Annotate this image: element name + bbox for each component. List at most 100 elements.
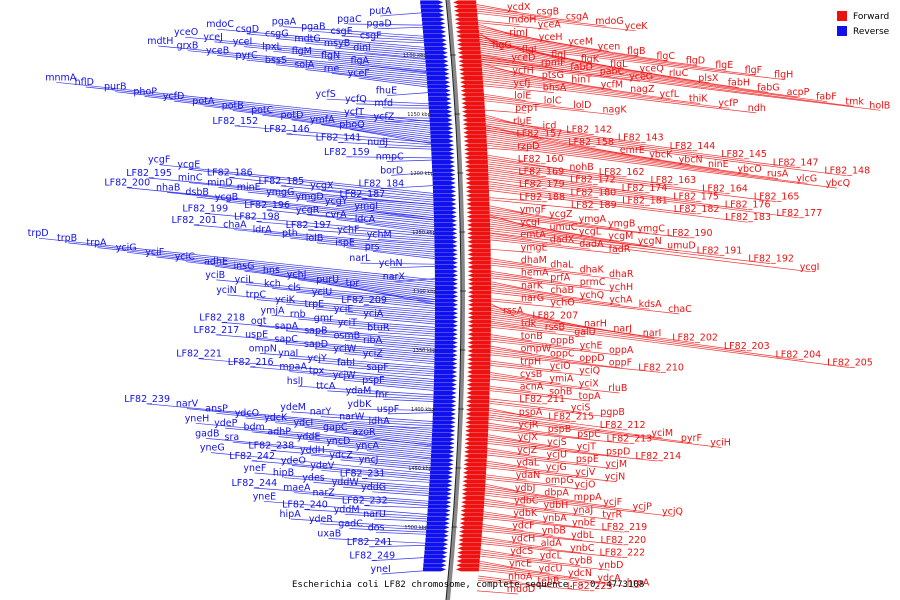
reverse-gene-label[interactable]: LF82_152 [212,116,258,127]
forward-gene-label[interactable]: ychH [609,282,633,293]
forward-gene-label[interactable]: topA [579,391,602,402]
reverse-gene-label[interactable]: pyrC [236,50,259,61]
forward-gene-label[interactable]: ydbC [514,495,539,506]
reverse-gene-label[interactable]: pspF [362,375,384,386]
forward-gene-label[interactable]: LF82_215 [548,412,594,423]
reverse-gene-label[interactable]: narW [339,411,365,422]
forward-gene-label[interactable]: ycdX [507,2,531,13]
forward-gene-label[interactable]: flgC [656,51,675,62]
reverse-gene-label[interactable]: sapA [275,321,299,332]
forward-gene-label[interactable]: ynbA [543,513,568,524]
reverse-gene-label[interactable]: phoP [133,86,157,97]
forward-gene-label[interactable]: tdk [521,318,537,329]
reverse-gene-label[interactable]: yciB [205,270,225,281]
reverse-gene-label[interactable]: pgaA [272,17,297,28]
forward-gene-label[interactable]: plsX [698,73,719,84]
reverse-gene-label[interactable]: ymjA [261,305,286,316]
reverse-gene-label[interactable]: yceJ [203,32,223,43]
forward-gene-label[interactable]: ynbB [542,525,566,536]
reverse-gene-label[interactable]: trpA [86,238,107,249]
forward-gene-label[interactable]: mppA [574,492,602,503]
forward-gene-label[interactable]: LF82_147 [773,157,819,168]
forward-gene-label[interactable]: oppC [550,348,575,359]
reverse-gene-label[interactable]: ycgR [296,205,320,216]
reverse-gene-label[interactable]: ymgG [266,187,294,198]
reverse-gene-label[interactable]: yddG [361,482,386,493]
forward-gene-label[interactable]: rusA [767,169,789,180]
forward-gene-label[interactable]: ychQ [580,290,604,301]
reverse-gene-label[interactable]: ttcA [316,381,336,392]
forward-gene-label[interactable]: icd [543,121,557,132]
forward-gene-label[interactable]: ycjG [546,462,567,473]
reverse-gene-label[interactable]: LF82_185 [259,176,305,187]
reverse-gene-label[interactable]: bdm [244,422,265,433]
reverse-gene-label[interactable]: ycfQ [345,94,367,105]
reverse-gene-label[interactable]: phoQ [339,119,364,130]
forward-gene-label[interactable]: ybcO [737,164,761,175]
forward-gene-label[interactable]: pspE [576,454,599,465]
forward-gene-label[interactable]: LF82_219 [602,522,648,533]
reverse-gene-label[interactable]: hns [263,265,280,276]
reverse-gene-label[interactable]: ymgI [354,201,378,212]
reverse-gene-label[interactable]: ycgX [310,181,334,192]
forward-gene-label[interactable]: ycjX [518,432,538,443]
reverse-gene-label[interactable]: yneF [243,463,266,474]
forward-gene-label[interactable]: ychE [580,340,603,351]
forward-gene-label[interactable]: LF82_179 [519,179,565,190]
forward-gene-label[interactable]: yciX [579,378,599,389]
reverse-gene-label[interactable]: ycfS [316,89,336,100]
forward-gene-label[interactable]: ybcN [679,155,703,166]
forward-gene-label[interactable]: ybcQ [826,178,850,189]
reverse-gene-label[interactable]: yddH [300,445,325,456]
forward-gene-label[interactable]: pepT [515,103,539,114]
forward-gene-label[interactable]: ompW [521,344,552,355]
forward-gene-label[interactable]: mdoG [595,16,623,27]
reverse-gene-label[interactable]: dos [368,522,385,533]
reverse-gene-label[interactable]: sapC [275,334,299,345]
reverse-gene-label[interactable]: ycgF [148,155,170,166]
reverse-gene-label[interactable]: LF82_218 [199,312,245,323]
reverse-gene-label[interactable]: ychM [367,229,392,240]
forward-gene-label[interactable]: flgF [745,65,762,76]
reverse-gene-label[interactable]: nudJ [367,137,388,148]
reverse-gene-label[interactable]: nmpC [376,152,404,163]
reverse-gene-label[interactable]: pgaB [301,21,325,32]
forward-gene-label[interactable]: cysB [520,369,542,380]
forward-gene-label[interactable]: ydcU [539,563,563,574]
reverse-gene-label[interactable]: ydes [302,472,324,483]
reverse-gene-label[interactable]: LF82_187 [340,189,386,200]
reverse-gene-label[interactable]: minD [207,177,232,188]
forward-gene-label[interactable]: LF82_183 [725,212,771,223]
reverse-gene-label[interactable]: gapC [323,422,348,433]
forward-gene-label[interactable]: LF82_182 [674,204,720,215]
forward-gene-label[interactable]: yceG [629,71,653,82]
forward-gene-label[interactable]: LF82_203 [724,341,770,352]
forward-gene-label[interactable]: umuC [550,222,578,233]
forward-gene-label[interactable]: ycgL [579,227,602,238]
forward-gene-label[interactable]: ydcS [510,546,533,557]
forward-gene-label[interactable]: LF82_148 [824,166,870,177]
reverse-gene-label[interactable]: ldrA [253,224,273,235]
reverse-gene-label[interactable]: ldcA [355,214,376,225]
forward-gene-label[interactable]: ycgI [520,217,540,228]
forward-gene-label[interactable]: ylcG [796,173,817,184]
reverse-gene-label[interactable]: pgaD [367,19,392,30]
reverse-gene-label[interactable]: uspF [377,404,399,415]
forward-gene-label[interactable]: LF82_223 [567,581,613,592]
reverse-gene-label[interactable]: mfd [374,98,393,109]
forward-gene-label[interactable]: flgL [610,59,628,70]
reverse-gene-label[interactable]: insG [234,261,255,272]
reverse-gene-label[interactable]: LF82_217 [194,325,240,336]
reverse-gene-label[interactable]: borD [380,165,403,176]
reverse-gene-label[interactable]: LF82_232 [342,496,388,507]
reverse-gene-label[interactable]: yceB [206,45,229,56]
forward-gene-label[interactable]: csgB [536,7,559,18]
reverse-gene-label[interactable]: potC [251,105,274,116]
reverse-gene-label[interactable]: dinI [353,43,371,54]
reverse-gene-label[interactable]: LF82_200 [104,178,150,189]
reverse-gene-label[interactable]: ycfD [163,91,185,102]
forward-gene-label[interactable]: ymgB [608,219,635,230]
forward-gene-label[interactable]: trpH [520,356,541,367]
reverse-gene-label[interactable]: LF82_201 [172,215,218,226]
forward-gene-label[interactable]: rluE [513,116,532,127]
